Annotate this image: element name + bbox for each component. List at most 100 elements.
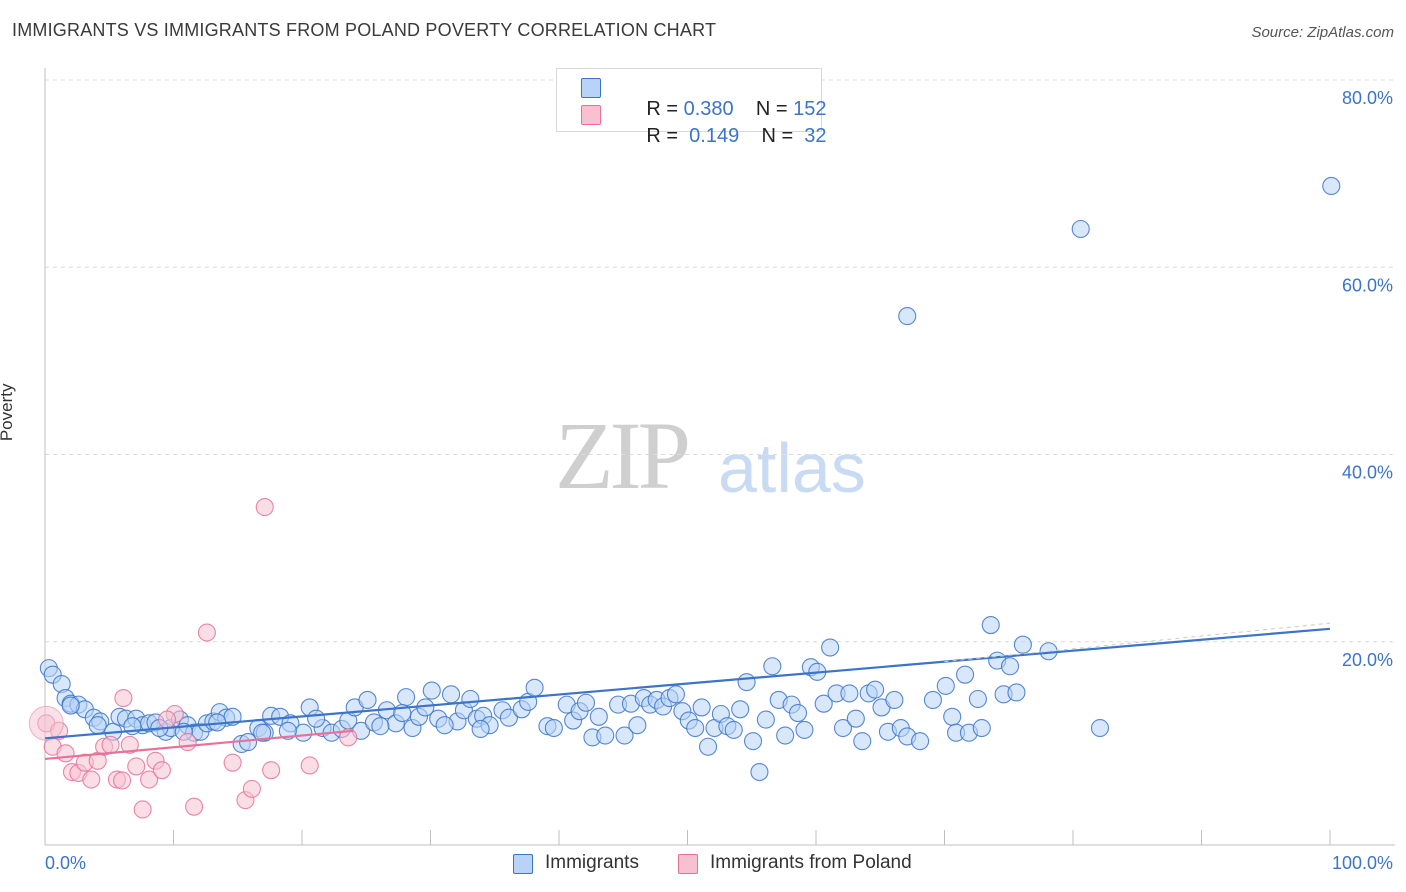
legend-swatch-pink [581,105,601,125]
immigrants-point [756,710,775,729]
poland-point [133,800,152,819]
immigrants-point [544,718,563,738]
immigrants-point [461,689,480,709]
immigrants-point [88,716,107,735]
poland-point [140,770,159,789]
immigrants-point [615,726,634,745]
immigrants-point [936,676,955,695]
immigrants-point [525,678,544,697]
poland-point [178,733,197,752]
immigrants-point [422,681,441,700]
watermark-atlas: atlas [718,429,866,507]
immigrants-point [1007,683,1026,702]
poland-point [223,753,242,772]
immigrants-point [724,720,743,739]
y-tick-label: 60.0% [1342,275,1393,295]
immigrants-point [253,723,272,742]
poland-point [242,779,261,798]
immigrants-point [628,716,647,735]
immigrants-point [814,694,833,713]
immigrants-point [294,723,313,742]
chart-title: IMMIGRANTS VS IMMIGRANTS FROM POLAND POV… [12,20,717,40]
poland-point [300,756,319,775]
bottom-legend-swatch-pink [678,854,698,874]
immigrants-point [943,707,962,726]
immigrants-point [1013,635,1032,654]
bottom-legend-swatch-blue [513,854,533,874]
immigrants-point [840,684,859,703]
immigrants-point [731,700,750,719]
immigrants-point [956,665,975,684]
poland-point [127,757,146,776]
immigrants-point [833,718,853,738]
immigrants-point [471,719,490,739]
immigrants-point [853,732,872,751]
source-label: Source: ZipAtlas.com [1251,24,1394,41]
legend-r1-value: 0.380 [683,98,734,120]
immigrants-point [885,690,904,709]
poland-point [120,735,139,754]
trend-extension [944,622,1331,663]
immigrants-point [968,689,987,709]
legend-r2-label: R = [646,125,684,147]
immigrants-point [699,737,718,756]
immigrants-point [596,726,615,745]
immigrants-point [692,698,711,717]
poland-point [185,797,204,816]
immigrants-point [911,732,930,751]
immigrants-point [307,709,326,728]
immigrants-point [776,726,795,745]
bottom-legend-label-poland: Immigrants from Poland [710,852,912,873]
immigrants-point [61,696,80,715]
immigrants-point [589,707,608,726]
legend-n1-value: 152 [793,98,827,120]
poland-point [56,744,75,763]
legend-r2-value: 0.149 [683,125,740,147]
immigrants-point [898,307,917,326]
poland-point [101,735,120,754]
immigrants-point [795,720,814,739]
immigrants-point [846,709,865,728]
immigrants-point [737,673,756,692]
y-tick-label: 80.0% [1342,88,1393,108]
poland-point [82,770,101,789]
immigrants-point [923,690,942,709]
poland-point [114,689,133,708]
y-tick-label: 20.0% [1342,650,1393,670]
legend-n1-label: N = [755,98,794,120]
legend-n2-value: 32 [798,125,827,147]
immigrants-point [666,685,685,704]
immigrants-point [972,718,991,738]
immigrants-point [397,688,416,707]
y-tick-label: 40.0% [1342,463,1393,483]
poland-point [255,498,274,517]
immigrants-point [750,762,769,782]
poland-point [262,761,281,780]
immigrants-point [576,693,596,712]
poland-trendline [44,729,354,761]
legend-swatch-blue [581,78,601,98]
immigrants-point [442,685,461,704]
immigrants-point [743,732,763,751]
bottom-legend-label-immigrants: Immigrants [545,852,639,873]
immigrants-point [866,680,885,699]
immigrants-point [821,638,840,657]
legend-row-poland: R = 0.149 N = 32 [581,102,827,147]
immigrants-point [1000,657,1020,676]
immigrants-point [1322,176,1341,195]
immigrants-trendline [44,627,1331,740]
immigrants-point [435,716,454,735]
poland-point [158,710,177,729]
immigrants-point [763,657,782,676]
immigrants-point [981,615,1000,635]
poland-point [339,728,358,747]
immigrants-point [371,717,390,736]
poland-point [197,623,216,642]
immigrants-point [1071,219,1090,239]
immigrants-point [788,704,808,723]
legend-n2-label: N = [761,125,799,147]
immigrants-point [1090,718,1110,738]
correlation-legend: R = 0.380 N = 152 R = 0.149 N = 32 [556,68,827,147]
immigrants-point [686,718,705,738]
